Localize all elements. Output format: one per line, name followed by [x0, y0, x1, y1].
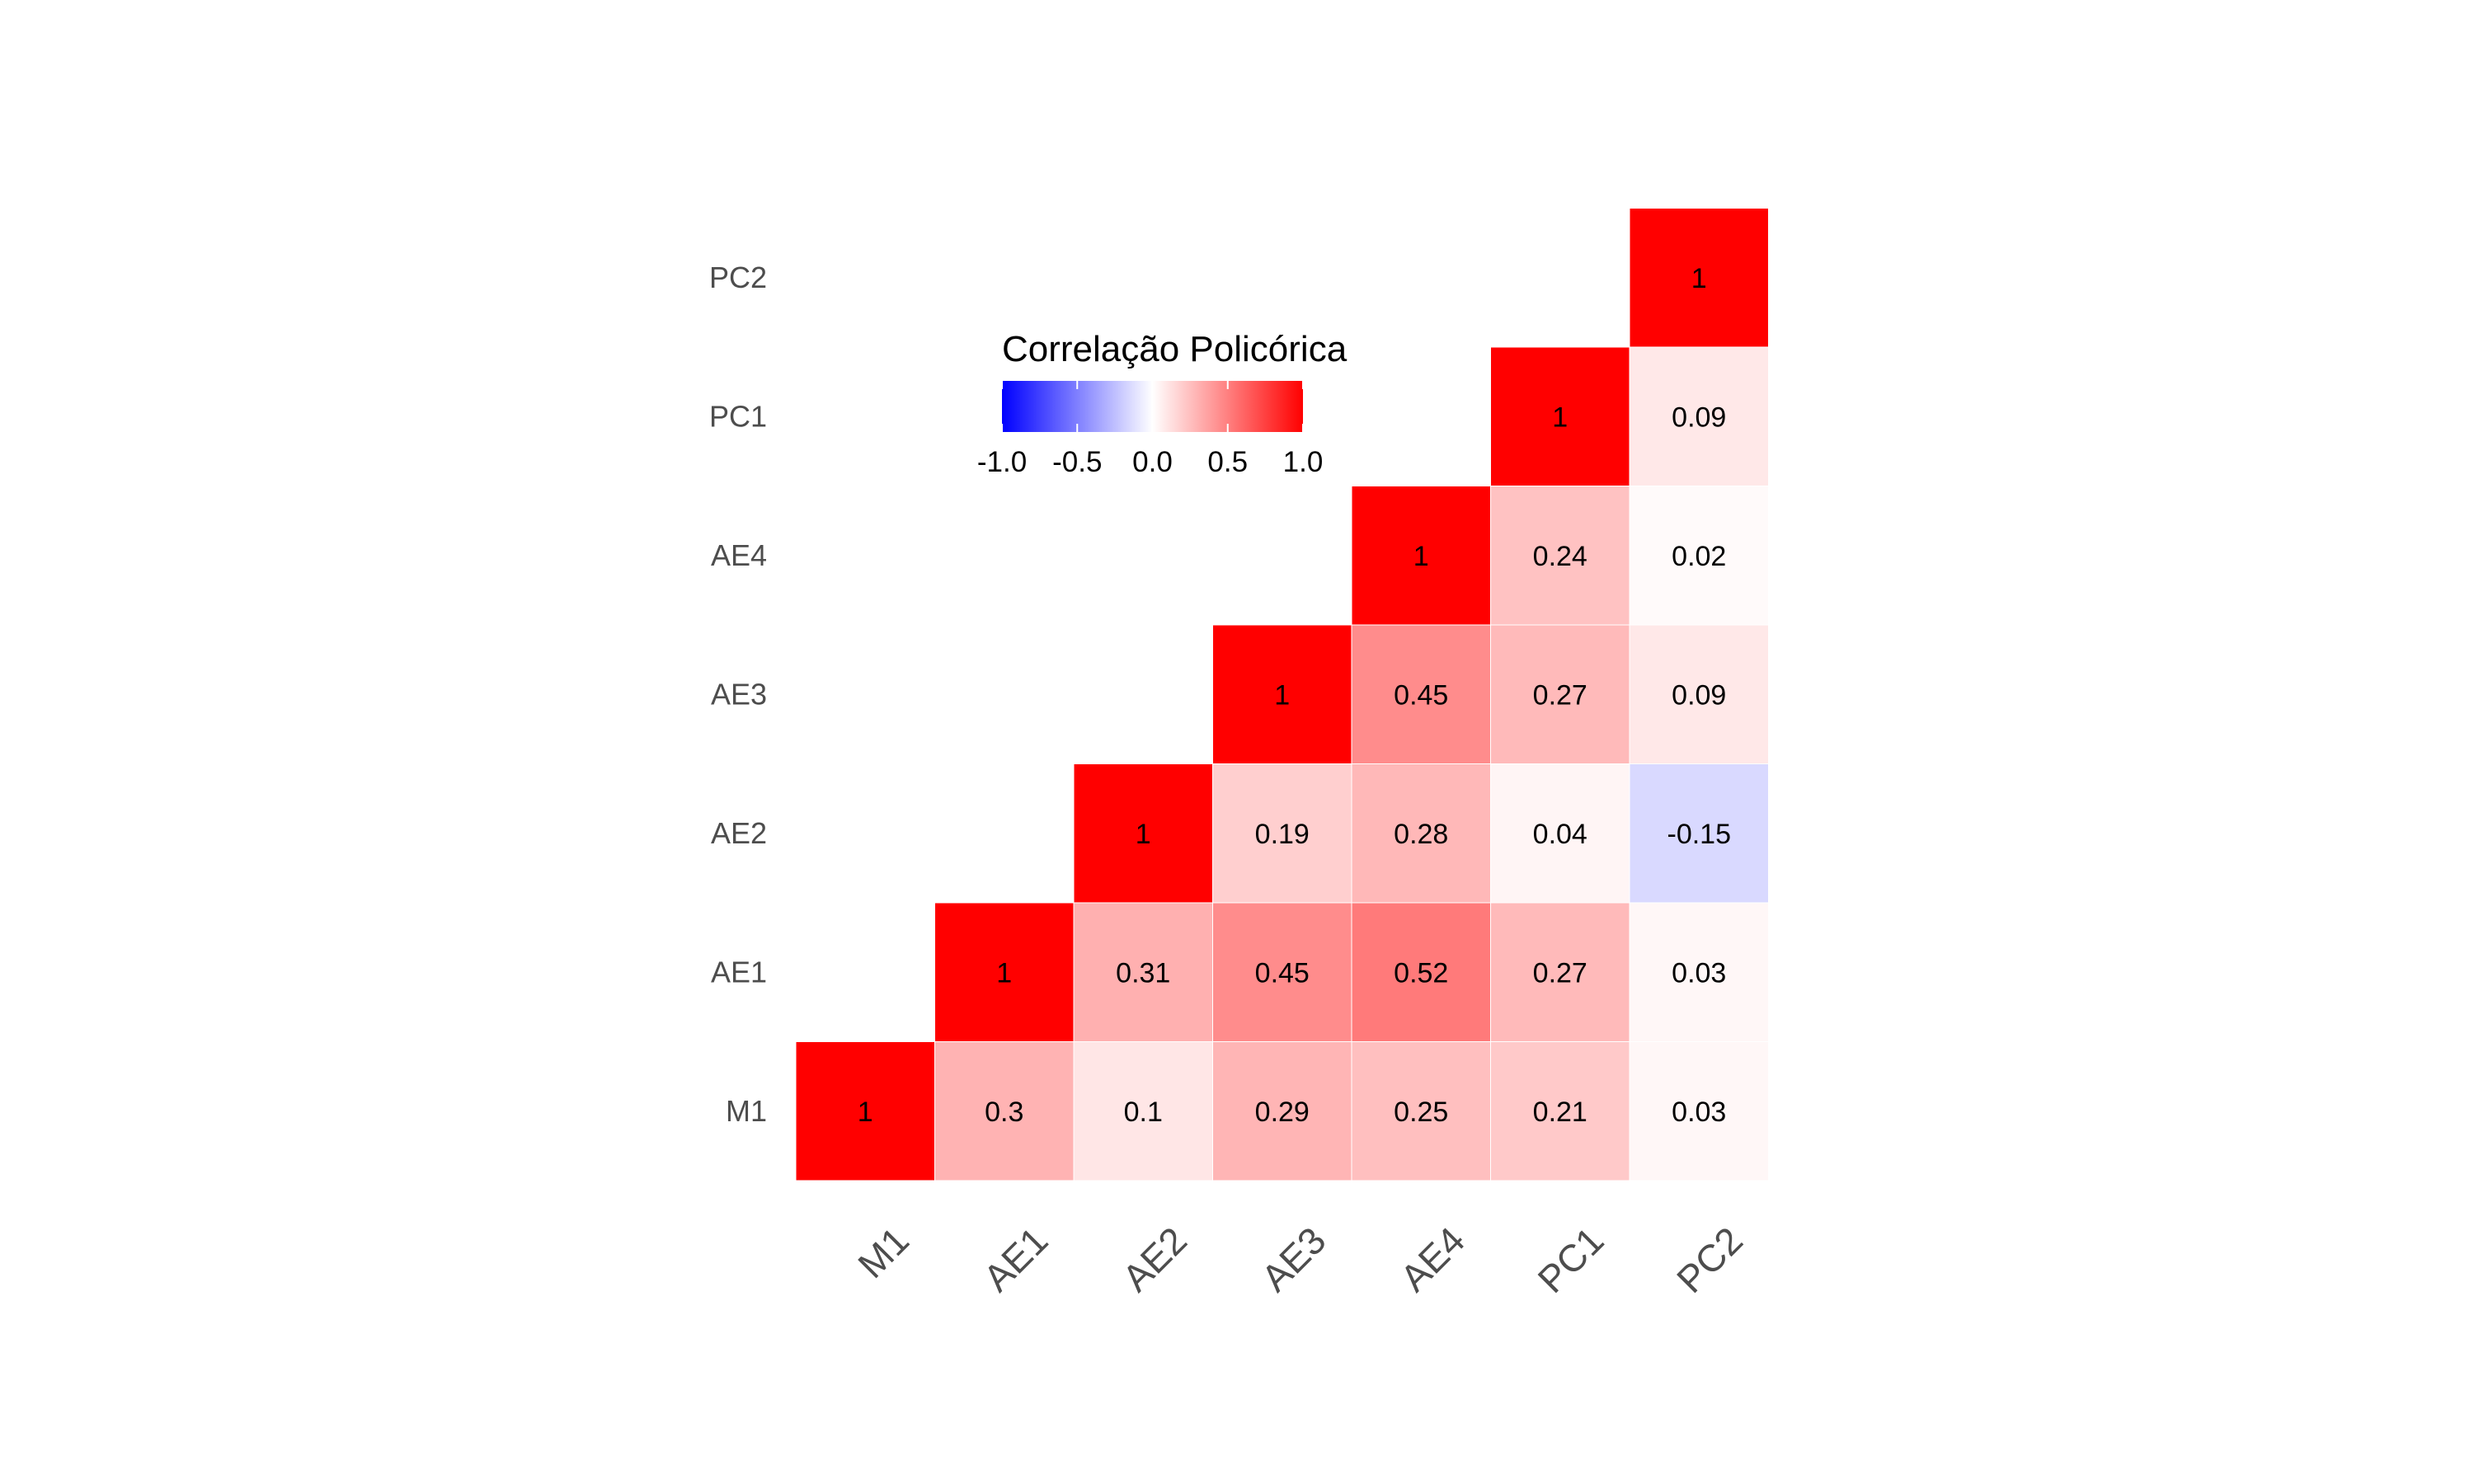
cell-value-label: 0.04 [1533, 819, 1587, 850]
legend-tick-label: -0.5 [1052, 446, 1102, 478]
y-tick-label: AE1 [711, 955, 767, 989]
legend-tick-label: -1.0 [977, 446, 1027, 478]
x-tick-label: AE1 [975, 1219, 1056, 1299]
cell-value-label: 0.1 [1124, 1097, 1163, 1128]
y-axis-ticks: M1 AE1 AE2 AE3 AE4 PC1 PC2 [709, 261, 767, 1128]
cell-value-label: 0.27 [1533, 679, 1587, 711]
cell-value-label: 1 [1552, 402, 1568, 433]
cell-value-label: 0.19 [1255, 819, 1310, 850]
cell-value-label: 1 [1691, 263, 1707, 294]
heatmap-cell-pc1-m1 [1490, 1041, 1630, 1181]
heatmap-cell-m1-m1 [795, 1041, 935, 1181]
cell-value-label: -0.15 [1667, 819, 1732, 850]
heatmap-cell-labels: 1 0.3 0.1 0.29 0.25 0.21 0.03 1 0.31 0.45 0.52 0.27… [858, 263, 1731, 1128]
y-tick-label: M1 [726, 1094, 767, 1128]
cell-value-label: 0.24 [1533, 541, 1587, 572]
cell-value-label: 0.25 [1394, 1097, 1448, 1128]
heatmap-cell-pc1-pc1 [1490, 346, 1630, 486]
heatmap-cell-ae4-m1 [1351, 1041, 1491, 1181]
y-tick-label: PC2 [709, 261, 767, 294]
cell-value-label: 0.21 [1533, 1097, 1587, 1128]
heatmap-cell-pc1-ae3 [1490, 624, 1630, 764]
x-tick-label: PC2 [1668, 1219, 1751, 1301]
cell-value-label: 0.28 [1394, 819, 1448, 850]
cell-value-label: 1 [858, 1097, 873, 1128]
cell-value-label: 0.03 [1672, 1097, 1726, 1128]
legend-color-bar [1002, 381, 1303, 432]
cell-value-label: 0.45 [1394, 679, 1448, 711]
heatmap-cell-pc2-pc1 [1629, 346, 1769, 486]
heatmap-cell-ae1-m1 [934, 1041, 1075, 1181]
heatmap-cell-ae1-ae1 [934, 902, 1075, 1042]
heatmap-cell-ae4-ae3 [1351, 624, 1491, 764]
legend-tick-label: 1.0 [1283, 446, 1324, 478]
x-axis-ticks: M1 AE1 AE2 AE3 AE4 PC1 PC2 [849, 1219, 1751, 1301]
cell-value-label: 0.31 [1116, 957, 1170, 989]
cell-value-label: 1 [996, 957, 1012, 989]
cell-value-label: 0.29 [1255, 1097, 1310, 1128]
heatmap-cell-ae3-m1 [1212, 1041, 1352, 1181]
heatmap-cell-pc2-ae1 [1629, 902, 1769, 1042]
cell-value-label: 0.03 [1672, 957, 1726, 989]
heatmap-cell-ae3-ae1 [1212, 902, 1352, 1042]
heatmap-cell-ae2-ae1 [1073, 902, 1213, 1042]
y-tick-label: AE2 [711, 816, 767, 850]
x-tick-label: AE2 [1114, 1219, 1195, 1299]
color-legend: Correlação Policórica -1.0 -0.5 0.0 0.5 1.0 [977, 329, 1348, 478]
cell-value-label: 1 [1274, 679, 1290, 711]
x-tick-label: AE3 [1253, 1219, 1333, 1299]
cell-value-label: 1 [1413, 541, 1429, 572]
heatmap-cell-ae4-ae2 [1351, 763, 1491, 904]
cell-value-label: 0.27 [1533, 957, 1587, 989]
cell-value-label: 0.09 [1672, 679, 1726, 711]
y-tick-label: AE4 [711, 538, 767, 572]
x-tick-label: M1 [849, 1219, 917, 1286]
y-tick-label: PC1 [709, 399, 767, 433]
heatmap-cell-pc1-ae2 [1490, 763, 1630, 904]
heatmap-cell-pc1-ae1 [1490, 902, 1630, 1042]
cell-value-label: 0.45 [1255, 957, 1310, 989]
cell-value-label: 0.09 [1672, 402, 1726, 433]
heatmap-cell-ae3-ae2 [1212, 763, 1352, 904]
cell-value-label: 0.02 [1672, 541, 1726, 572]
y-tick-label: AE3 [711, 677, 767, 711]
x-tick-label: PC1 [1530, 1219, 1612, 1301]
heatmap-cell-pc2-ae4 [1629, 486, 1769, 626]
legend-ticks: -1.0 -0.5 0.0 0.5 1.0 [977, 381, 1323, 478]
x-tick-label: AE4 [1392, 1219, 1473, 1299]
heatmap-cell-ae2-ae2 [1073, 763, 1213, 904]
cell-value-label: 0.52 [1394, 957, 1448, 989]
legend-tick-label: 0.0 [1132, 446, 1173, 478]
heatmap-cell-ae3-ae3 [1212, 624, 1352, 764]
heatmap-cell-ae4-ae4 [1351, 486, 1491, 626]
cell-value-label: 0.3 [985, 1097, 1023, 1128]
heatmap-cells [795, 208, 1769, 1181]
legend-tick-label: 0.5 [1207, 446, 1248, 478]
heatmap-cell-pc2-m1 [1629, 1041, 1769, 1181]
heatmap-cell-pc2-pc2 [1629, 208, 1769, 348]
heatmap-cell-pc2-ae2 [1629, 763, 1769, 904]
legend-title: Correlação Policórica [1002, 329, 1348, 369]
cell-value-label: 1 [1136, 819, 1151, 850]
